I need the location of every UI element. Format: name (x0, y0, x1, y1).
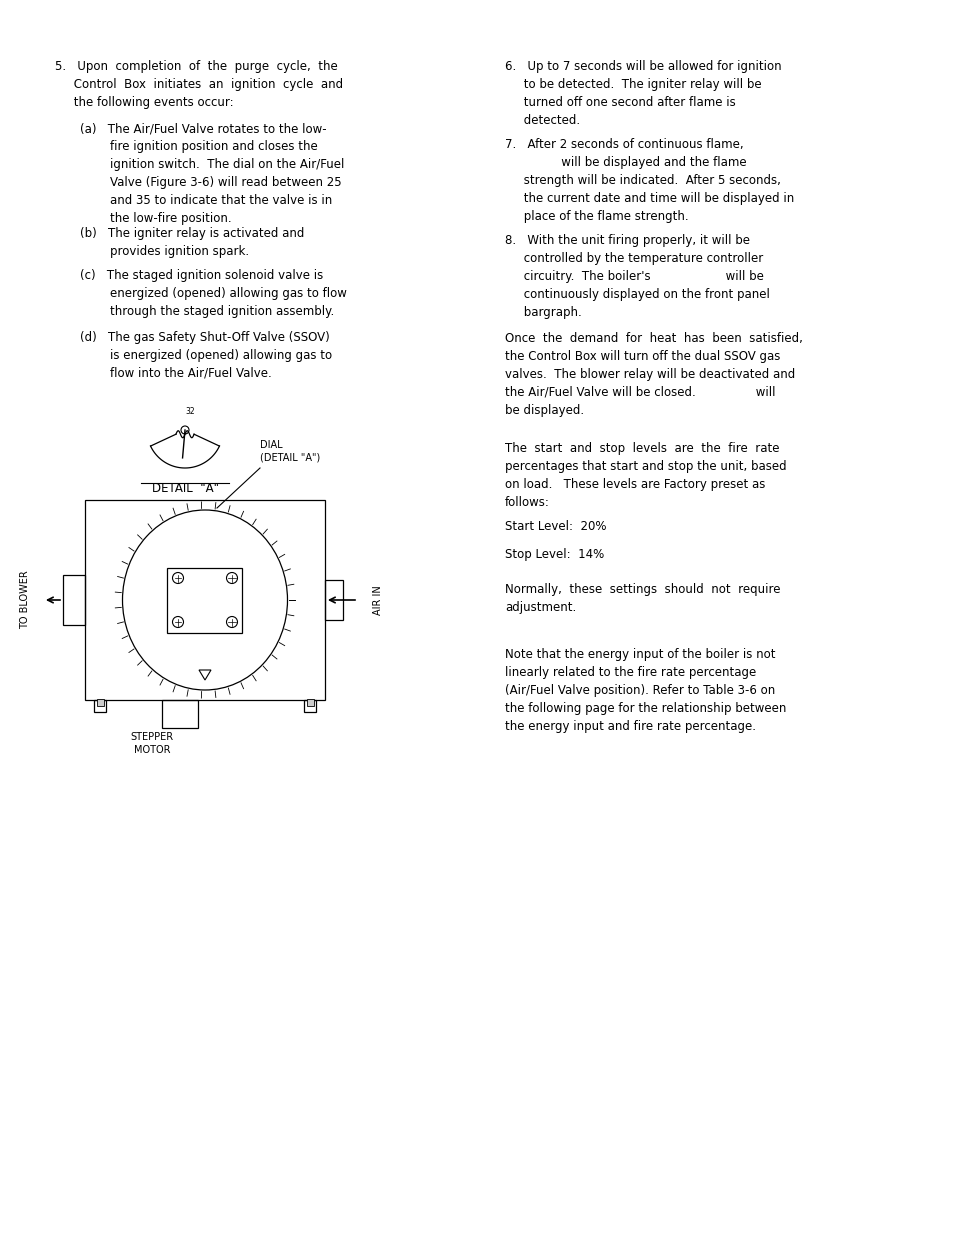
Text: Start Level:  20%: Start Level: 20% (504, 520, 606, 534)
Text: DETAIL  "A": DETAIL "A" (152, 482, 218, 495)
Text: AIR IN: AIR IN (373, 585, 382, 615)
Text: 5.   Upon  completion  of  the  purge  cycle,  the
     Control  Box  initiates : 5. Upon completion of the purge cycle, t… (55, 61, 343, 109)
Text: STEPPER
MOTOR: STEPPER MOTOR (131, 732, 173, 755)
Text: The  start  and  stop  levels  are  the  fire  rate
percentages that start and s: The start and stop levels are the fire r… (504, 442, 786, 509)
Polygon shape (306, 699, 314, 706)
Text: (d)   The gas Safety Shut-Off Valve (SSOV)
        is energized (opened) allowin: (d) The gas Safety Shut-Off Valve (SSOV)… (80, 331, 332, 380)
Text: 6.   Up to 7 seconds will be allowed for ignition
     to be detected.  The igni: 6. Up to 7 seconds will be allowed for i… (504, 61, 781, 127)
Text: Normally,  these  settings  should  not  require
adjustment.: Normally, these settings should not requ… (504, 583, 780, 614)
Text: (c)   The staged ignition solenoid valve is
        energized (opened) allowing : (c) The staged ignition solenoid valve i… (80, 269, 347, 317)
Text: Stop Level:  14%: Stop Level: 14% (504, 548, 603, 561)
Text: 32: 32 (185, 408, 194, 416)
Text: 8.   With the unit firing properly, it will be
     controlled by the temperatur: 8. With the unit firing properly, it wil… (504, 233, 769, 319)
Text: (a)   The Air/Fuel Valve rotates to the low-
        fire ignition position and : (a) The Air/Fuel Valve rotates to the lo… (80, 122, 344, 225)
Polygon shape (96, 699, 103, 706)
Text: Note that the energy input of the boiler is not
linearly related to the fire rat: Note that the energy input of the boiler… (504, 648, 785, 734)
Text: (b)   The igniter relay is activated and
        provides ignition spark.: (b) The igniter relay is activated and p… (80, 227, 304, 258)
Text: 7.   After 2 seconds of continuous flame,
               will be displayed and t: 7. After 2 seconds of continuous flame, … (504, 138, 794, 224)
Text: DIAL
(DETAIL "A"): DIAL (DETAIL "A") (260, 440, 320, 463)
Text: TO BLOWER: TO BLOWER (20, 571, 30, 630)
Text: Once  the  demand  for  heat  has  been  satisfied,
the Control Box will turn of: Once the demand for heat has been satisf… (504, 332, 802, 417)
